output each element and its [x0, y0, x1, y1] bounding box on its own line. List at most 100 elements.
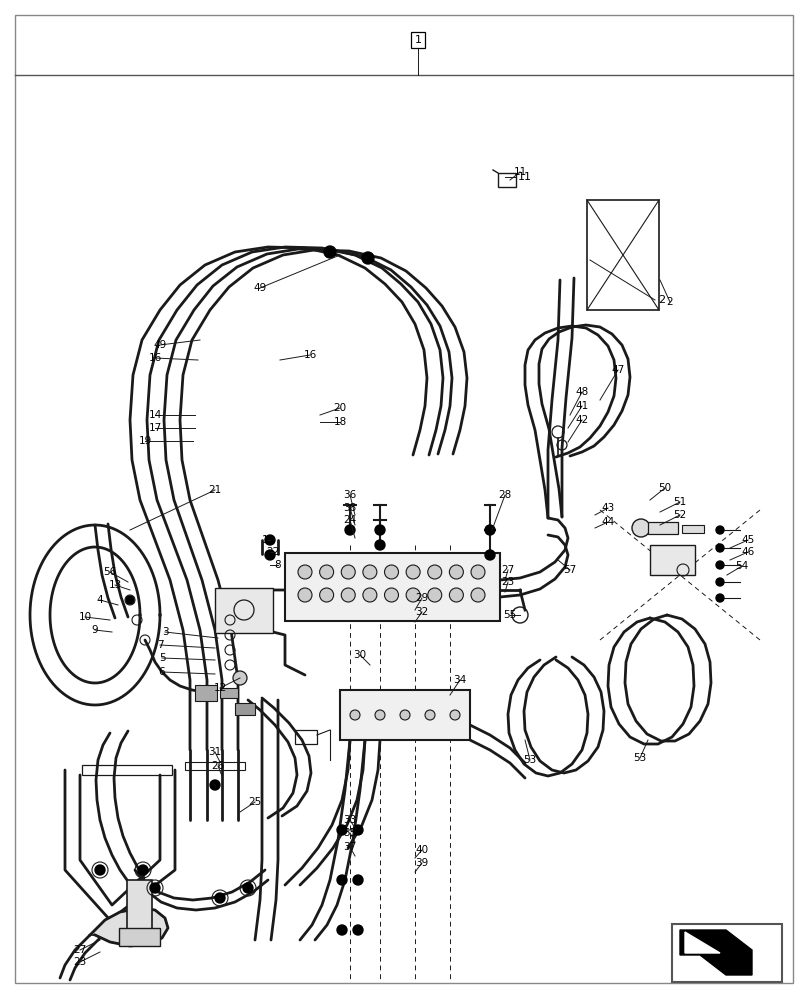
Circle shape [471, 565, 485, 579]
Text: 19: 19 [138, 436, 152, 446]
Circle shape [353, 825, 363, 835]
Bar [235, 703, 255, 715]
Text: 55: 55 [503, 610, 516, 620]
Text: 15: 15 [261, 535, 275, 545]
Circle shape [375, 525, 385, 535]
Circle shape [298, 565, 312, 579]
Circle shape [385, 565, 398, 579]
Text: 8: 8 [275, 560, 281, 570]
Polygon shape [90, 908, 168, 946]
Text: 47: 47 [612, 365, 625, 375]
Circle shape [341, 588, 356, 602]
Text: 20: 20 [334, 403, 347, 413]
Circle shape [95, 865, 105, 875]
Text: 36: 36 [343, 490, 356, 500]
Circle shape [337, 925, 347, 935]
Text: 45: 45 [742, 535, 755, 545]
Circle shape [243, 883, 253, 893]
Text: 40: 40 [415, 845, 428, 855]
Text: 37: 37 [343, 842, 356, 852]
Circle shape [265, 550, 275, 560]
Circle shape [400, 710, 410, 720]
Circle shape [716, 594, 724, 602]
Circle shape [150, 883, 160, 893]
Bar [682, 525, 704, 533]
Bar [672, 924, 782, 982]
Text: 49: 49 [254, 283, 267, 293]
Text: 7: 7 [157, 640, 163, 650]
Text: 42: 42 [575, 415, 588, 425]
Text: 1: 1 [415, 35, 422, 45]
Bar [195, 685, 217, 701]
Circle shape [427, 588, 442, 602]
Circle shape [324, 246, 336, 258]
Text: 10: 10 [78, 612, 91, 622]
Circle shape [362, 252, 374, 264]
Bar [185, 762, 245, 770]
Text: 50: 50 [659, 483, 671, 493]
Text: 5: 5 [158, 653, 166, 663]
Circle shape [450, 710, 460, 720]
Text: 2: 2 [658, 295, 665, 305]
Circle shape [353, 875, 363, 885]
Circle shape [345, 525, 355, 535]
Text: 29: 29 [415, 593, 428, 603]
Bar [119, 928, 160, 946]
Circle shape [233, 671, 247, 685]
Text: 54: 54 [735, 561, 749, 571]
Circle shape [363, 565, 377, 579]
Circle shape [350, 710, 360, 720]
Text: 17: 17 [149, 423, 162, 433]
Text: 30: 30 [353, 650, 367, 660]
Text: 49: 49 [154, 340, 166, 350]
Circle shape [363, 588, 377, 602]
Text: 4: 4 [97, 595, 103, 605]
Bar [295, 730, 317, 744]
Circle shape [449, 588, 463, 602]
Text: 21: 21 [208, 485, 221, 495]
Text: 34: 34 [453, 675, 467, 685]
Text: 27: 27 [502, 565, 515, 575]
Bar [82, 765, 172, 775]
Text: 51: 51 [673, 497, 687, 507]
Text: 57: 57 [563, 565, 577, 575]
Text: 39: 39 [415, 858, 428, 868]
Circle shape [716, 561, 724, 569]
Text: 23: 23 [502, 577, 515, 587]
Circle shape [375, 540, 385, 550]
Circle shape [427, 565, 442, 579]
Text: 16: 16 [303, 350, 317, 360]
Text: 46: 46 [742, 547, 755, 557]
Circle shape [406, 588, 420, 602]
Circle shape [716, 578, 724, 586]
Text: 44: 44 [601, 517, 615, 527]
Bar [285, 553, 500, 621]
Text: 23: 23 [74, 957, 86, 967]
Bar [215, 588, 273, 633]
Circle shape [215, 893, 225, 903]
Circle shape [126, 596, 134, 604]
Circle shape [375, 710, 385, 720]
Bar [648, 522, 678, 534]
Text: 13: 13 [108, 580, 122, 590]
Circle shape [485, 525, 495, 535]
Circle shape [406, 565, 420, 579]
Text: 32: 32 [415, 607, 428, 617]
Circle shape [265, 535, 275, 545]
Text: 53: 53 [524, 755, 537, 765]
Text: 11: 11 [513, 167, 527, 177]
Circle shape [716, 526, 724, 534]
Circle shape [320, 565, 334, 579]
Bar [220, 688, 238, 698]
Text: 1: 1 [415, 35, 421, 45]
Text: 52: 52 [673, 510, 687, 520]
Text: 24: 24 [343, 515, 356, 525]
Text: 31: 31 [208, 747, 221, 757]
Bar [587, 200, 659, 310]
Text: 25: 25 [248, 797, 262, 807]
Bar [127, 880, 152, 938]
Text: 27: 27 [74, 945, 86, 955]
Text: 11: 11 [518, 172, 532, 182]
Circle shape [320, 588, 334, 602]
Circle shape [716, 544, 724, 552]
